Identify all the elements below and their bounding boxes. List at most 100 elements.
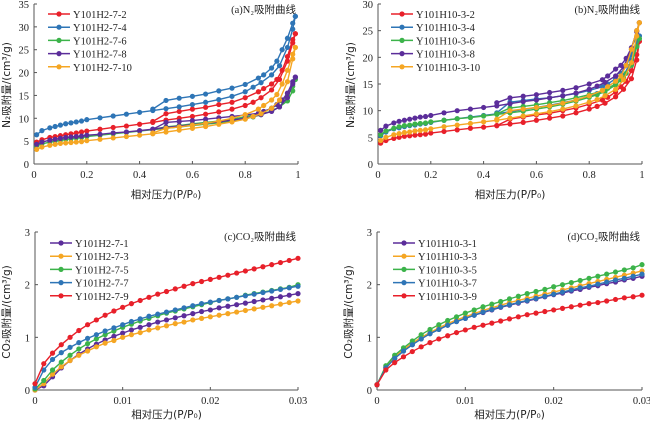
- data-point: [612, 269, 619, 275]
- legend-swatch-marker: [58, 293, 64, 299]
- legend-swatch-marker: [56, 37, 62, 44]
- data-point: [110, 124, 116, 131]
- legend-label: Y101H2-7-4: [73, 23, 127, 34]
- data-point: [515, 314, 521, 320]
- data-point: [604, 271, 610, 277]
- data-point: [137, 324, 143, 330]
- data-point: [49, 350, 56, 356]
- data-point: [234, 294, 240, 300]
- desorption-point: [229, 115, 235, 121]
- legend-swatch-marker: [399, 51, 405, 57]
- desorption-point: [284, 90, 291, 96]
- data-point: [58, 342, 64, 348]
- data-point: [176, 104, 182, 110]
- data-point: [123, 129, 129, 135]
- data-point: [32, 381, 38, 387]
- x-tick-label: 0.02: [544, 396, 562, 407]
- data-point: [84, 132, 90, 138]
- desorption-point: [255, 75, 261, 81]
- data-point: [378, 127, 384, 133]
- y-tick-label: 30: [19, 23, 30, 34]
- data-point: [137, 297, 143, 304]
- data-point: [560, 106, 566, 112]
- data-point: [52, 136, 58, 142]
- data-point: [383, 134, 389, 140]
- desorption-point: [279, 81, 285, 87]
- data-point: [78, 139, 85, 145]
- desorption-point: [176, 108, 182, 115]
- data-point: [524, 291, 530, 297]
- data-point: [190, 317, 196, 323]
- data-point: [225, 272, 231, 278]
- data-point: [577, 277, 583, 284]
- data-point: [73, 130, 79, 136]
- data-point: [111, 333, 117, 339]
- desorption-point: [618, 62, 624, 68]
- data-point: [269, 87, 275, 93]
- data-point: [378, 137, 384, 144]
- x-tick-label: 0.01: [113, 396, 131, 407]
- data-point: [189, 101, 195, 108]
- desorption-line: [496, 22, 641, 120]
- legend-swatch-marker: [56, 51, 62, 57]
- data-point: [524, 312, 530, 318]
- data-point: [639, 262, 645, 268]
- data-point: [462, 310, 468, 316]
- desorption-point: [229, 85, 235, 91]
- data-point: [78, 133, 85, 139]
- data-point: [234, 270, 240, 276]
- data-point: [594, 103, 600, 109]
- legend-swatch-marker: [399, 24, 405, 30]
- desorption-point: [255, 106, 261, 112]
- series-Y101H2-7-4: [34, 13, 298, 138]
- data-point: [93, 332, 99, 338]
- data-point: [568, 304, 574, 310]
- desorption-point: [507, 108, 513, 114]
- data-point: [52, 123, 58, 130]
- data-point: [123, 111, 129, 117]
- data-point: [400, 348, 407, 354]
- data-point: [462, 315, 468, 321]
- data-point: [137, 316, 143, 322]
- data-point: [383, 367, 389, 373]
- data-point: [67, 352, 73, 358]
- desorption-point: [150, 130, 156, 136]
- data-point: [47, 125, 53, 131]
- x-tick-label: 0.8: [583, 170, 596, 181]
- data-point: [251, 306, 257, 312]
- series-Y101H2-7-3: [32, 298, 301, 393]
- data-point: [407, 116, 413, 122]
- data-point: [111, 308, 117, 314]
- data-point: [595, 273, 601, 279]
- data-point: [189, 113, 195, 120]
- data-point: [250, 84, 256, 90]
- data-point: [190, 311, 196, 317]
- desorption-line: [152, 47, 297, 134]
- data-point: [401, 117, 407, 123]
- y-tick-label: 25: [363, 27, 374, 38]
- desorption-point: [216, 101, 222, 108]
- desorption-point: [547, 103, 553, 109]
- data-point: [63, 134, 69, 141]
- data-point: [260, 297, 266, 303]
- data-point: [47, 142, 53, 148]
- legend-swatch-marker: [56, 24, 62, 30]
- desorption-point: [284, 53, 291, 60]
- desorption-point: [290, 20, 296, 26]
- y-tick-label: 2: [367, 281, 372, 292]
- data-point: [277, 286, 284, 293]
- series-Y101H2-7-9: [32, 255, 301, 387]
- x-tick-label: 0.6: [186, 170, 199, 181]
- series-Y101H10-3-5: [374, 262, 645, 388]
- data-point: [52, 141, 58, 147]
- data-point: [295, 255, 301, 261]
- desorption-point: [203, 116, 209, 122]
- data-point: [621, 295, 627, 301]
- data-point: [620, 77, 627, 83]
- data-point: [467, 120, 473, 127]
- data-point: [269, 303, 275, 309]
- data-point: [391, 120, 397, 126]
- data-point: [515, 293, 521, 299]
- legend-label: Y101H10-3-6: [416, 36, 475, 47]
- legend-label: Y101H10-3-3: [418, 252, 477, 263]
